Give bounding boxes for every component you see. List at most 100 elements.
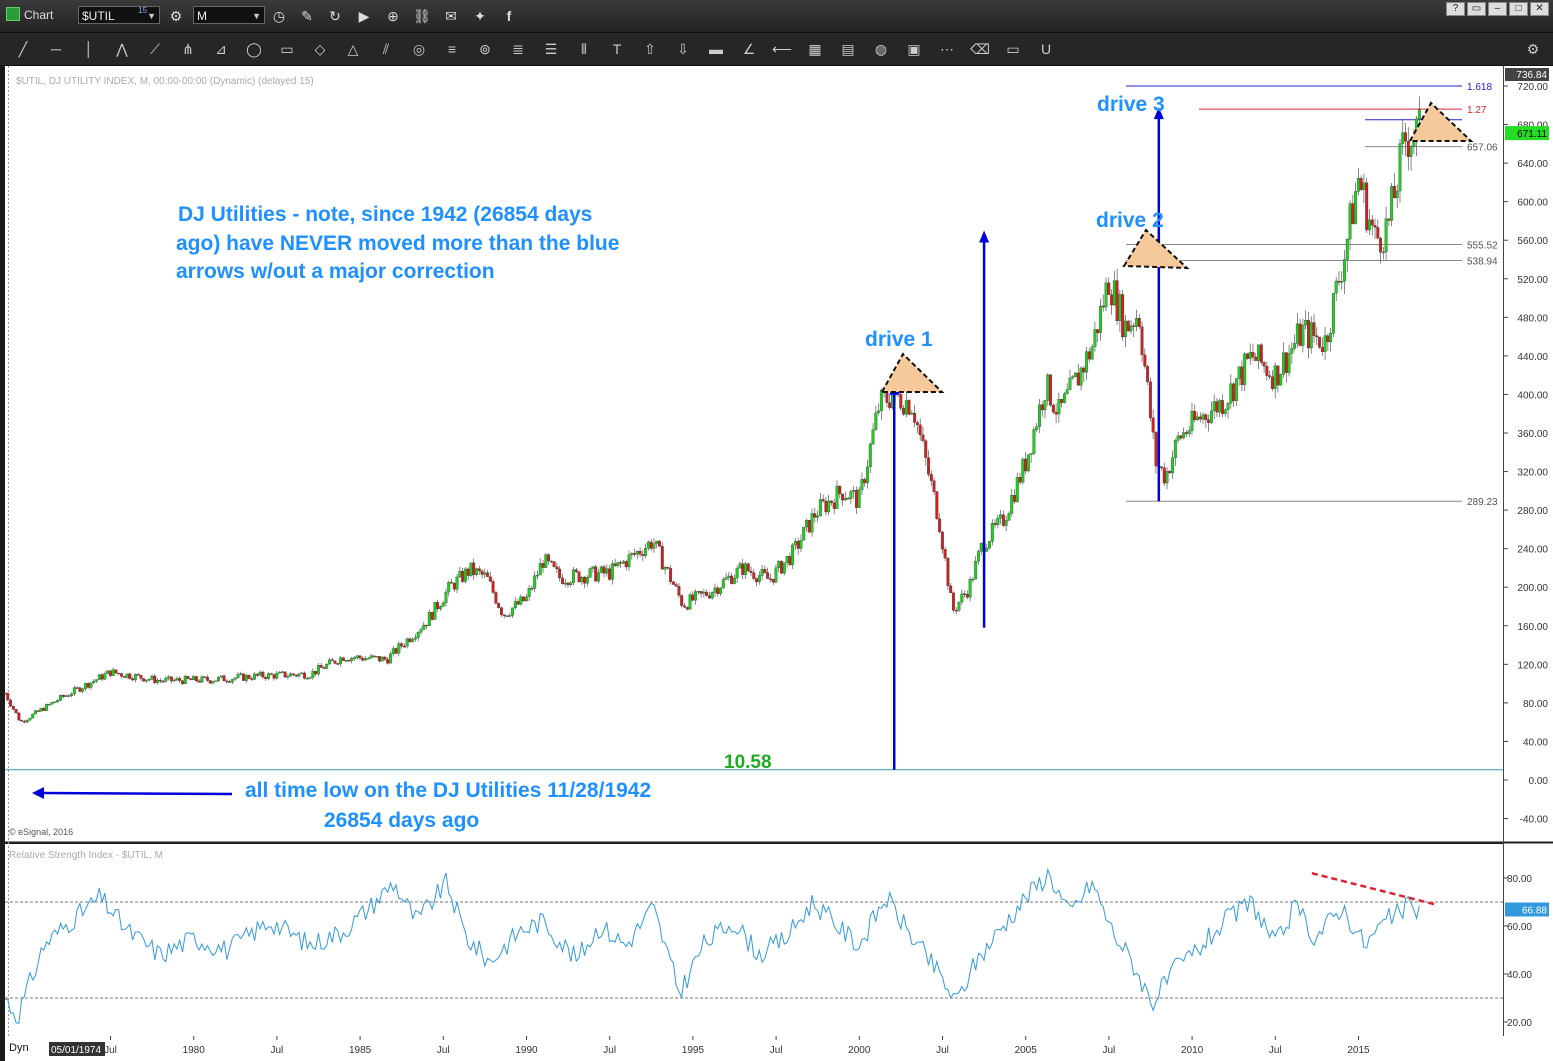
candle-body (760, 569, 764, 576)
low-arrow-line (41, 791, 233, 796)
clock-icon[interactable]: ◷ (272, 8, 286, 24)
candle-body (375, 656, 379, 658)
level-label: 555.52 (1467, 241, 1498, 252)
candle-body (280, 671, 284, 673)
close-button[interactable]: ✕ (1530, 2, 1549, 16)
candle-body (1337, 280, 1341, 283)
channel-icon[interactable]: ≡ (447, 41, 457, 57)
candle-body (1365, 182, 1369, 231)
snapshot-icon[interactable]: ▭ (1006, 41, 1020, 57)
candle-body (186, 676, 190, 679)
candle-body (1226, 403, 1230, 410)
hline-icon[interactable]: ─ (51, 41, 61, 57)
candle-body (228, 681, 232, 683)
zoom-icon[interactable]: ⊕ (387, 8, 399, 24)
candle-body (710, 592, 714, 599)
levels-icon[interactable]: ☰ (544, 41, 558, 57)
candle-body (255, 673, 259, 676)
candle-body (244, 674, 248, 681)
minimize-button[interactable]: – (1488, 2, 1507, 16)
parallel-icon[interactable]: ⫽ (382, 41, 390, 57)
speed-icon[interactable]: ◍ (874, 41, 888, 57)
candle-body (386, 659, 390, 664)
interval-select[interactable]: M ▼ (193, 6, 265, 24)
candle-body (131, 678, 135, 681)
candle-body (297, 673, 301, 677)
chevron-down-icon[interactable]: ▼ (147, 11, 156, 21)
comment-icon[interactable]: ✉ (445, 8, 457, 24)
candle-body (441, 602, 445, 607)
x-tick-label: Jul (1102, 1045, 1115, 1056)
candle-body (311, 670, 315, 678)
vline-icon[interactable]: │ (84, 41, 94, 57)
settings-gear-icon[interactable]: ⚙ (169, 8, 183, 24)
candle-body (768, 578, 772, 580)
line-icon[interactable]: ╱ (18, 41, 28, 57)
back-icon[interactable]: ⟵ (771, 41, 793, 57)
facebook-icon[interactable]: f (506, 8, 512, 24)
triangle-icon[interactable]: △ (347, 41, 359, 57)
fan-icon[interactable]: ⟋ (150, 41, 160, 57)
eraser-shape-icon[interactable]: ◇ (314, 41, 326, 57)
fill-icon[interactable]: ▬ (709, 41, 723, 57)
rectangle-icon[interactable]: ▭ (280, 41, 294, 57)
pencil-icon[interactable]: ✎ (301, 8, 313, 24)
bars-icon[interactable]: ⦀ (580, 41, 588, 57)
gann-icon[interactable]: ⊿ (215, 41, 227, 57)
ellipse-icon[interactable]: ◯ (246, 41, 262, 57)
magnet-icon[interactable]: U (1040, 41, 1052, 57)
erase-icon[interactable]: ⌫ (970, 41, 990, 57)
maximize-button[interactable]: □ (1509, 2, 1528, 16)
cycles-icon[interactable]: ◎ (412, 41, 426, 57)
polyline-icon[interactable]: ⋀ (116, 41, 128, 57)
candle-body (530, 588, 534, 590)
candle-body (1354, 191, 1358, 225)
rsi-divergence-line (1311, 871, 1436, 906)
candle-body (222, 675, 226, 682)
angle-icon[interactable]: ∠ (742, 41, 756, 57)
candle-body (702, 591, 706, 594)
zigzag-icon[interactable]: ⋯ (940, 41, 954, 57)
chevron-down-icon[interactable]: ▼ (252, 11, 261, 21)
candle-body (97, 674, 101, 680)
chart-area[interactable]: 1.618 1.27 657.06 555.52 538.94 289.23 720.00… (0, 66, 1553, 1061)
candle-body (619, 562, 623, 564)
pitchfork-icon[interactable]: ⋔ (182, 41, 194, 57)
link-icon[interactable]: ⛓ (413, 8, 431, 24)
candle-body (136, 674, 140, 676)
candle-body (513, 601, 517, 609)
restore-button[interactable]: ▭ (1467, 2, 1486, 16)
candle-body (780, 561, 783, 574)
candle-body (902, 408, 906, 415)
arrow-down-icon[interactable]: ⇩ (677, 41, 689, 57)
candle-body (20, 720, 24, 722)
text-icon[interactable]: T (612, 41, 622, 57)
grid-icon[interactable]: ▦ (808, 41, 822, 57)
candle-body (807, 520, 811, 533)
candle-body (580, 576, 584, 583)
candle-body (591, 566, 595, 569)
twitter-icon[interactable]: ✦ (474, 8, 486, 24)
symbol-input[interactable]: $UTIL 15 ▼ (78, 6, 160, 24)
fib-icon[interactable]: ≣ (512, 41, 524, 57)
refresh-icon[interactable]: ↻ (329, 8, 341, 24)
pti-icon[interactable]: ▣ (907, 41, 921, 57)
arrow-up-icon[interactable]: ⇧ (644, 41, 656, 57)
x-tick-label: 1980 (183, 1045, 206, 1056)
candle-body (971, 578, 975, 581)
candle-body (425, 624, 428, 627)
mob-icon[interactable]: ▤ (841, 41, 855, 57)
candle-body (1046, 374, 1050, 401)
candle-body (774, 567, 778, 583)
dyn-label[interactable]: Dyn (9, 1042, 29, 1054)
candle-body (81, 688, 85, 692)
candle-body (1093, 329, 1097, 348)
candle-body (433, 602, 437, 620)
play-icon[interactable]: ▶ (358, 8, 370, 24)
help-button[interactable]: ? (1446, 2, 1465, 16)
candle-body (1082, 367, 1086, 373)
candle-body (483, 572, 487, 575)
candle-body (25, 719, 29, 723)
toolbar-menu-icon[interactable]: ⚙ (1526, 41, 1540, 57)
target-icon[interactable]: ⊚ (479, 41, 491, 57)
